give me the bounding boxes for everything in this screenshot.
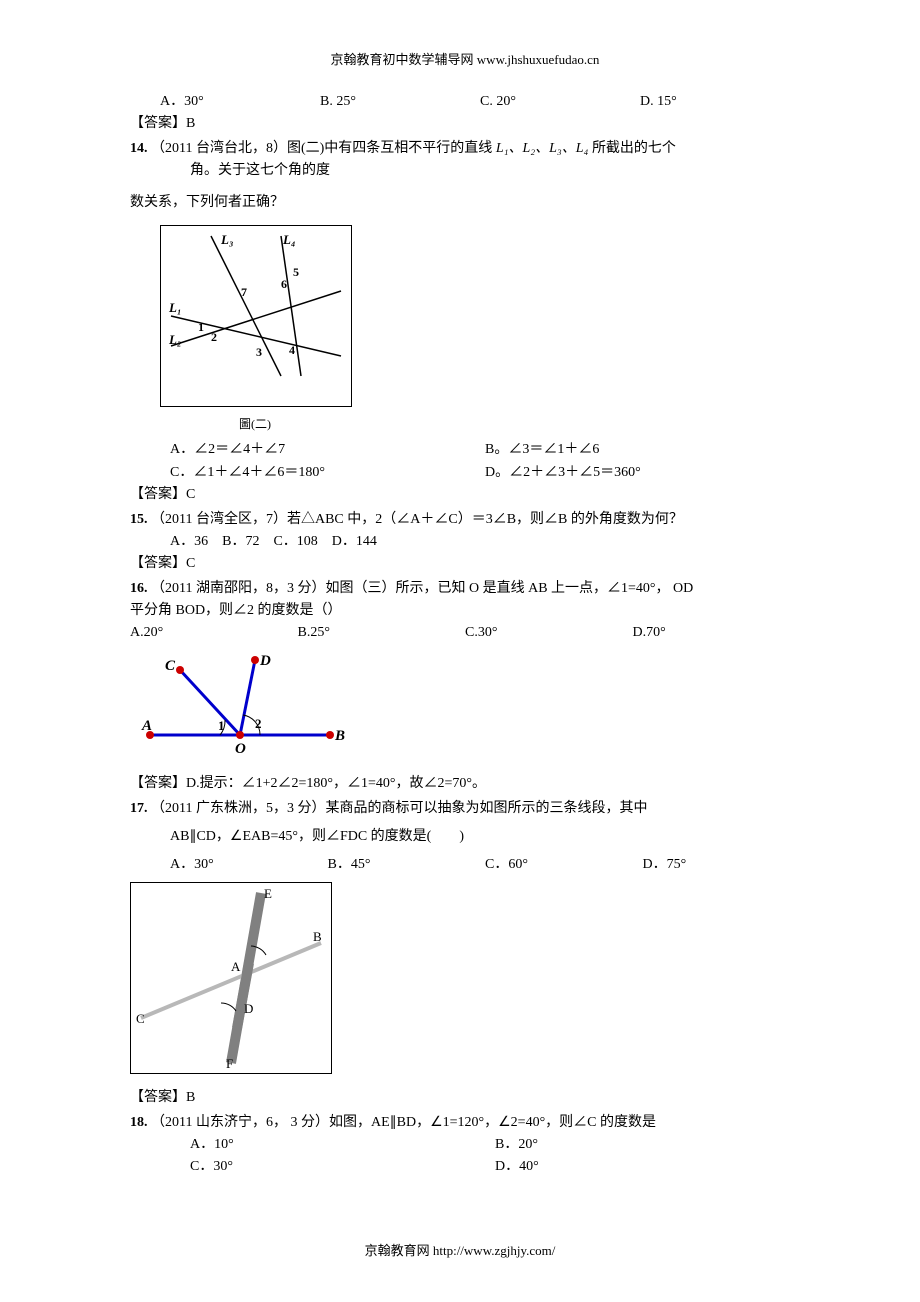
svg-text:1: 1: [218, 718, 225, 733]
opt-a: A．30°: [160, 91, 320, 113]
q15-num: 15.: [130, 512, 148, 527]
svg-text:4: 4: [289, 343, 295, 357]
svg-text:B: B: [313, 929, 322, 944]
q17-diagram: E B A D C F: [130, 882, 332, 1074]
q17-opts: A．30° B．45° C．60° D．75°: [130, 854, 800, 876]
q14-text1b: 所截出的七个: [588, 141, 676, 156]
q16-diagram: A B C D O 1 2: [130, 650, 350, 760]
svg-text:7: 7: [241, 285, 247, 299]
q13-options: A．30° B. 25° C. 20° D. 15°: [130, 91, 800, 113]
svg-text:2: 2: [211, 330, 217, 344]
q18-opt-b: B．20°: [495, 1134, 800, 1156]
q14-opt-c: C．∠1＋∠4＋∠6＝180°: [170, 462, 485, 484]
q13-answer: 【答案】B: [130, 113, 800, 135]
q16-opt-c: C.30°: [465, 622, 633, 644]
q18-opts-ab: A．10° B．20°: [190, 1134, 800, 1156]
svg-text:L₃: L₃: [220, 232, 233, 247]
q14-opts-cd: C．∠1＋∠4＋∠6＝180° D。∠2＋∠3＋∠5＝360°: [130, 462, 800, 484]
svg-text:1: 1: [198, 320, 204, 334]
q18-text: （2011 山东济宁，6， 3 分）如图，AE∥BD，∠1=120°，∠2=40…: [151, 1115, 656, 1130]
svg-text:C: C: [136, 1011, 145, 1026]
q14-opt-d: D。∠2＋∠3＋∠5＝360°: [485, 462, 800, 484]
page-footer: 京翰教育网 http://www.zgjhjy.com/: [0, 1241, 920, 1262]
svg-text:L₄: L₄: [282, 232, 295, 247]
q18-opts-cd: C．30° D．40°: [190, 1156, 800, 1178]
q17-answer: 【答案】B: [130, 1087, 800, 1109]
q15-text: （2011 台湾全区，7）若△ABC 中，2（∠A＋∠C）＝3∠B，则∠B 的外…: [151, 512, 683, 527]
q17-stem1: 17. （2011 广东株洲，5，3 分）某商品的商标可以抽象为如图所示的三条线…: [130, 798, 800, 820]
q14-opt-a: A．∠2＝∠4＋∠7: [170, 439, 485, 461]
q17-text1: （2011 广东株洲，5，3 分）某商品的商标可以抽象为如图所示的三条线段，其中: [151, 801, 647, 816]
q16-num: 16.: [130, 581, 148, 596]
svg-text:2: 2: [255, 716, 262, 731]
q16-text2: 平分角 BOD，则∠2 的度数是（）: [130, 600, 800, 622]
page-header: 京翰教育初中数学辅导网 www.jhshuxuefudao.cn: [130, 50, 800, 71]
svg-text:A: A: [141, 718, 152, 734]
q16-stem1: 16. （2011 湖南邵阳，8，3 分）如图（三）所示，已知 O 是直线 AB…: [130, 578, 800, 600]
svg-text:L₂: L₂: [168, 332, 181, 347]
q17-opt-b: B．45°: [328, 854, 486, 876]
q15-answer: 【答案】C: [130, 553, 800, 575]
q18-num: 18.: [130, 1115, 148, 1130]
q15-stem: 15. （2011 台湾全区，7）若△ABC 中，2（∠A＋∠C）＝3∠B，则∠…: [130, 509, 800, 531]
q16-opt-a: A.20°: [130, 622, 298, 644]
q14-lines: L₁、L₂、L₃、L₄: [496, 141, 589, 156]
opt-c: C. 20°: [480, 91, 640, 113]
svg-text:D: D: [259, 653, 271, 669]
q17-opt-c: C．60°: [485, 854, 643, 876]
q18-opt-d: D．40°: [495, 1156, 800, 1178]
q16-opts: A.20° B.25° C.30° D.70°: [130, 622, 800, 644]
svg-text:6: 6: [281, 277, 287, 291]
q14-text1: （2011 台湾台北，8）图(二)中有四条互相不平行的直线: [151, 141, 496, 156]
svg-text:D: D: [244, 1001, 253, 1016]
svg-text:C: C: [165, 658, 176, 674]
svg-text:3: 3: [256, 345, 262, 359]
q14-figlabel: 圖(二): [160, 415, 350, 434]
q16-opt-d: D.70°: [633, 622, 801, 644]
q17-num: 17.: [130, 801, 148, 816]
q18-stem: 18. （2011 山东济宁，6， 3 分）如图，AE∥BD，∠1=120°，∠…: [130, 1112, 800, 1134]
q16-text1: （2011 湖南邵阳，8，3 分）如图（三）所示，已知 O 是直线 AB 上一点…: [151, 581, 693, 596]
q15-opts: A．36 B．72 C．108 D．144: [130, 531, 800, 553]
q14-stem: 14. （2011 台湾台北，8）图(二)中有四条互相不平行的直线 L₁、L₂、…: [130, 138, 800, 160]
q14-opt-b: B。∠3＝∠1＋∠6: [485, 439, 800, 461]
q14-opts-ab: A．∠2＝∠4＋∠7 B。∠3＝∠1＋∠6: [130, 439, 800, 461]
svg-text:L₁: L₁: [168, 300, 181, 315]
svg-text:F: F: [226, 1056, 233, 1071]
opt-d: D. 15°: [640, 91, 800, 113]
q17-opt-d: D．75°: [643, 854, 801, 876]
q16-answer: 【答案】D.提示：∠1+2∠2=180°，∠1=40°，故∠2=70°。: [130, 773, 800, 795]
svg-text:A: A: [231, 959, 241, 974]
q14-num: 14.: [130, 141, 148, 156]
q14-text3: 数关系，下列何者正确？: [130, 192, 800, 214]
opt-b: B. 25°: [320, 91, 480, 113]
svg-text:B: B: [334, 728, 345, 744]
q18-opt-c: C．30°: [190, 1156, 495, 1178]
svg-text:O: O: [235, 741, 246, 757]
q16-opt-b: B.25°: [298, 622, 466, 644]
q18-opt-a: A．10°: [190, 1134, 495, 1156]
svg-text:5: 5: [293, 265, 299, 279]
q14-diagram: L₃ L₄ L₁ L₂ 1 2 3 4 5 6 7: [160, 225, 352, 407]
q17-opt-a: A．30°: [170, 854, 328, 876]
q14-answer: 【答案】C: [130, 484, 800, 506]
svg-text:E: E: [264, 886, 272, 901]
q14-text2: 角。关于这七个角的度: [130, 160, 800, 182]
q17-text2: AB∥CD，∠EAB=45°，则∠FDC 的度数是( ): [130, 826, 800, 848]
